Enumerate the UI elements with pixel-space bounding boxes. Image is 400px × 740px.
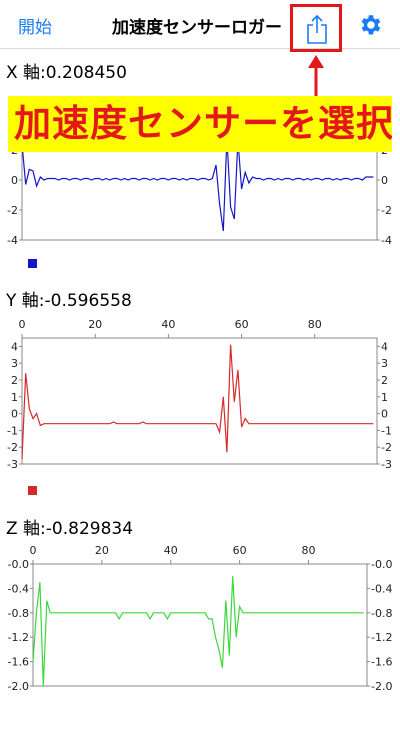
y-y-tick-label-right: 0: [381, 408, 388, 421]
x-series-line: [21, 137, 374, 232]
gear-icon[interactable]: [357, 12, 383, 38]
z-x-tick-label: 60: [233, 544, 247, 557]
z-y-tick-label-right: -2.0: [371, 680, 392, 693]
z-y-tick-label-right: -0.4: [371, 582, 392, 595]
z-x-tick-label: 80: [301, 544, 315, 557]
share-icon[interactable]: [306, 13, 328, 45]
z-plot-frame: [32, 563, 368, 687]
z-y-tick-label-left: -1.6: [8, 656, 29, 669]
y-y-tick-label-right: -1: [381, 424, 392, 437]
y-y-tick-label-right: 3: [381, 357, 388, 370]
x-series-legend-marker: [28, 259, 37, 268]
y-x-tick-label: 20: [88, 318, 102, 331]
y-y-tick-label-left: 0: [11, 408, 18, 421]
y-series-line: [21, 344, 374, 460]
y-x-tick-label: 0: [19, 318, 26, 331]
y-x-tick-label: 60: [235, 318, 249, 331]
z-y-tick-label-right: -0.8: [371, 607, 392, 620]
annotation-arrow-icon: [308, 55, 324, 100]
start-button[interactable]: 開始: [18, 18, 52, 38]
z-axis-chart: 0 20 40 60 80 -0.0 -0.0 -0.4 -0.4 -0.8 -0.8 -1.2 -1.…: [8, 544, 393, 693]
share-button-highlight: [290, 4, 342, 52]
y-y-tick-label-left: 4: [11, 340, 18, 353]
y-axis-value: Y 軸:-0.596558: [6, 291, 132, 311]
navigation-bar: 開始 加速度センサーロガー: [0, 0, 400, 49]
x-y-tick-label-left: 0: [11, 174, 18, 187]
y-plot-frame: [21, 337, 378, 465]
z-y-tick-label-left: -0.8: [8, 607, 29, 620]
y-series-legend-marker: [28, 486, 37, 495]
x-y-tick-label-right: 0: [381, 174, 388, 187]
x-y-tick-label-right: -4: [381, 234, 392, 247]
y-x-tick-label: 40: [161, 318, 175, 331]
z-y-tick-label-right: -0.0: [371, 558, 392, 571]
y-y-tick-label-left: -1: [7, 424, 18, 437]
z-y-tick-label-left: -0.4: [8, 582, 29, 595]
y-y-tick-label-left: -3: [7, 458, 18, 471]
z-x-tick-label: 40: [164, 544, 178, 557]
y-y-tick-label-right: 2: [381, 374, 388, 387]
x-y-tick-label-left: -4: [7, 234, 18, 247]
z-x-tick-label: 20: [95, 544, 109, 557]
x-y-tick-label-left: -2: [7, 204, 18, 217]
x-y-tick-label-right: -2: [381, 204, 392, 217]
z-y-tick-label-right: -1.6: [371, 656, 392, 669]
x-axis-value: X 軸:0.208450: [6, 63, 127, 83]
z-y-tick-label-left: -1.2: [8, 631, 29, 644]
z-series-line: [32, 576, 364, 687]
y-y-tick-label-right: 1: [381, 391, 388, 404]
y-y-tick-label-right: 4: [381, 340, 388, 353]
y-y-tick-label-left: -2: [7, 441, 18, 454]
z-axis-value: Z 軸:-0.829834: [6, 519, 134, 539]
z-y-tick-label-left: -2.0: [8, 680, 29, 693]
y-y-tick-label-left: 2: [11, 374, 18, 387]
y-y-tick-label-left: 1: [11, 391, 18, 404]
z-y-tick-label-left: -0.0: [8, 558, 29, 571]
page-title: 加速度センサーロガー: [112, 18, 282, 38]
y-axis-chart: 0 20 40 60 80 4 4 3 3 2 2 1 1 0 0 -1 -1 -2 -2 -3 -3: [7, 318, 392, 471]
y-x-tick-label: 80: [308, 318, 322, 331]
z-y-tick-label-right: -1.2: [371, 631, 392, 644]
y-y-tick-label-left: 3: [11, 357, 18, 370]
z-x-tick-label: 0: [30, 544, 37, 557]
annotation-banner: 加速度センサーを選択: [8, 96, 392, 152]
y-y-tick-label-right: -2: [381, 441, 392, 454]
y-y-tick-label-right: -3: [381, 458, 392, 471]
